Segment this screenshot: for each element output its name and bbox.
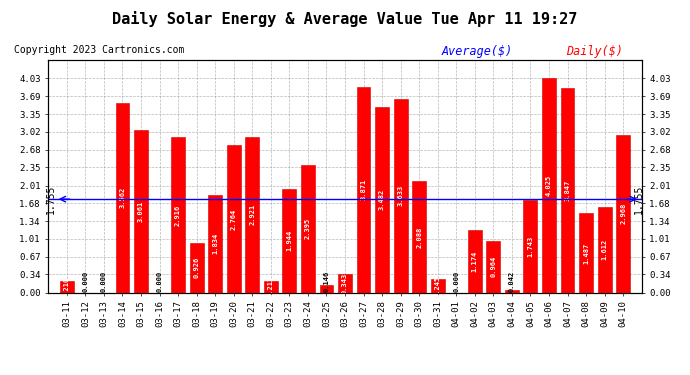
Text: 2.968: 2.968 — [620, 203, 626, 224]
Text: 2.921: 2.921 — [249, 204, 255, 225]
Bar — [560, 88, 575, 292]
Bar — [524, 200, 538, 292]
Text: 3.562: 3.562 — [119, 187, 126, 209]
Text: 1.487: 1.487 — [583, 242, 589, 264]
Text: 0.000: 0.000 — [82, 271, 88, 292]
Text: 1.755: 1.755 — [46, 184, 56, 214]
Text: 0.000: 0.000 — [157, 271, 163, 292]
Bar — [394, 99, 408, 292]
Bar — [319, 285, 333, 292]
Text: 0.964: 0.964 — [491, 256, 496, 278]
Text: 0.000: 0.000 — [101, 271, 107, 292]
Text: 0.042: 0.042 — [509, 271, 515, 292]
Text: 0.212: 0.212 — [268, 276, 274, 297]
Bar — [60, 281, 74, 292]
Text: 3.061: 3.061 — [138, 201, 144, 222]
Text: Average($): Average($) — [442, 45, 513, 58]
Text: Daily($): Daily($) — [566, 45, 623, 58]
Bar — [208, 195, 222, 292]
Text: 1.743: 1.743 — [527, 236, 533, 257]
Bar — [468, 230, 482, 292]
Bar — [115, 103, 130, 292]
Bar — [598, 207, 611, 292]
Text: 1.174: 1.174 — [472, 251, 477, 272]
Bar — [357, 87, 371, 292]
Text: 2.764: 2.764 — [230, 209, 237, 230]
Bar — [134, 130, 148, 292]
Text: 3.847: 3.847 — [564, 180, 571, 201]
Bar — [227, 146, 241, 292]
Bar — [264, 281, 278, 292]
Bar — [505, 290, 519, 292]
Text: 0.146: 0.146 — [324, 271, 329, 292]
Bar — [338, 274, 352, 292]
Text: 1.944: 1.944 — [286, 230, 293, 251]
Bar — [431, 279, 444, 292]
Text: 2.916: 2.916 — [175, 204, 181, 225]
Text: 3.871: 3.871 — [361, 179, 366, 200]
Text: 2.395: 2.395 — [305, 218, 311, 239]
Bar — [542, 78, 556, 292]
Bar — [375, 107, 389, 292]
Text: 0.245: 0.245 — [435, 275, 441, 297]
Text: 1.612: 1.612 — [602, 239, 608, 260]
Bar — [301, 165, 315, 292]
Bar — [486, 241, 500, 292]
Text: 4.025: 4.025 — [546, 175, 552, 196]
Bar — [171, 137, 185, 292]
Bar — [190, 243, 204, 292]
Bar — [246, 137, 259, 292]
Text: Copyright 2023 Cartronics.com: Copyright 2023 Cartronics.com — [14, 45, 184, 55]
Text: 0.210: 0.210 — [64, 276, 70, 297]
Text: 0.343: 0.343 — [342, 273, 348, 294]
Text: 0.926: 0.926 — [194, 257, 199, 279]
Text: 1.834: 1.834 — [213, 233, 218, 254]
Bar — [616, 135, 630, 292]
Text: 1.755: 1.755 — [634, 184, 644, 214]
Text: 2.088: 2.088 — [416, 226, 422, 248]
Text: 3.482: 3.482 — [379, 189, 385, 210]
Text: Daily Solar Energy & Average Value Tue Apr 11 19:27: Daily Solar Energy & Average Value Tue A… — [112, 11, 578, 27]
Text: 3.633: 3.633 — [397, 185, 404, 207]
Bar — [282, 189, 296, 292]
Text: 0.000: 0.000 — [453, 271, 460, 292]
Bar — [579, 213, 593, 292]
Bar — [412, 182, 426, 292]
